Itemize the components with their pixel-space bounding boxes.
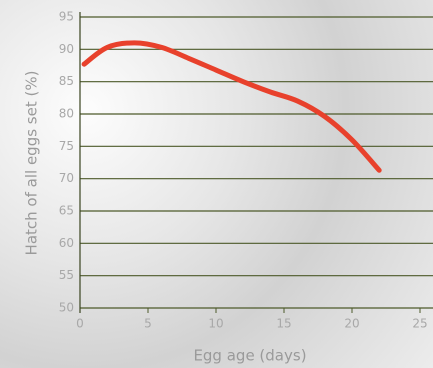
data-line [84, 43, 379, 170]
x-tick-label: 25 [412, 317, 427, 331]
y-tick-label: 95 [59, 10, 74, 24]
x-tick-label: 10 [208, 317, 223, 331]
y-tick-label: 50 [59, 301, 74, 315]
y-tick-label: 70 [59, 171, 74, 185]
x-tick-label: 0 [76, 317, 84, 331]
x-tick-label: 5 [144, 317, 152, 331]
x-tick-label: 15 [276, 317, 291, 331]
y-tick-label: 60 [59, 236, 74, 250]
y-tick-label: 80 [59, 107, 74, 121]
y-tick-label: 65 [59, 204, 74, 218]
y-axis-label: Hatch of all eggs set (%) [23, 71, 41, 256]
x-axis-label: Egg age (days) [193, 347, 306, 365]
x-tick-label: 20 [344, 317, 359, 331]
y-tick-label: 90 [59, 42, 74, 56]
y-tick-label: 55 [59, 268, 74, 282]
chart: Egg age (days) Hatch of all eggs set (%)… [0, 0, 433, 368]
page: Egg age (days) Hatch of all eggs set (%)… [0, 0, 433, 368]
y-tick-label: 85 [59, 74, 74, 88]
y-tick-label: 75 [59, 139, 74, 153]
